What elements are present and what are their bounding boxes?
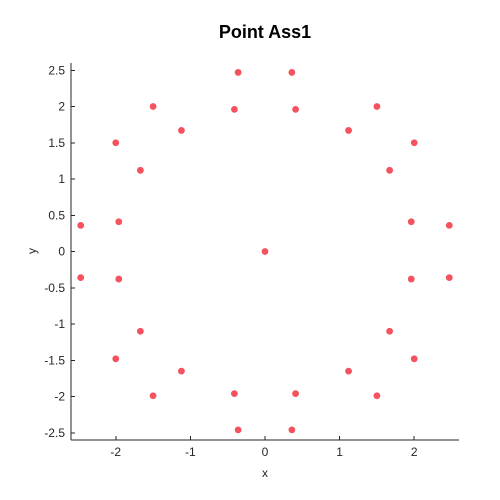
scatter-point xyxy=(149,392,157,400)
scatter-point xyxy=(386,166,394,174)
scatter-point xyxy=(115,275,123,283)
scatter-point xyxy=(386,327,394,335)
x-tick-label: 2 xyxy=(411,445,418,459)
scatter-point xyxy=(136,327,144,335)
x-tick-label: 0 xyxy=(262,445,269,459)
scatter-point xyxy=(410,139,418,147)
axes: -2 -1 0 1 2 2.5 2 1.5 1 0.5 0 -0.5 -1 -1.5 -2 -2.5 xyxy=(44,63,459,459)
chart-title: Point Ass1 xyxy=(219,22,311,42)
scatter-point xyxy=(410,355,418,363)
y-tick-label: 1 xyxy=(58,172,65,186)
scatter-point xyxy=(445,222,453,229)
y-axis-label: y xyxy=(25,248,39,254)
scatter-point xyxy=(373,103,381,110)
scatter-point xyxy=(112,139,120,147)
x-tick-label: -2 xyxy=(110,445,121,459)
y-tick-label: -2 xyxy=(54,390,65,404)
scatter-point xyxy=(407,275,415,283)
x-tick-label: -1 xyxy=(185,445,196,459)
scatter-point xyxy=(178,367,185,375)
scatter-point xyxy=(77,222,85,229)
y-tick-label: 2.5 xyxy=(48,63,65,77)
scatter-point xyxy=(149,103,157,110)
y-tick-label: -2.5 xyxy=(44,426,65,440)
data-points xyxy=(77,69,453,434)
x-axis-label: x xyxy=(262,466,268,480)
scatter-point xyxy=(407,218,415,226)
scatter-point xyxy=(345,367,352,375)
y-tick-label: -1.5 xyxy=(44,353,65,367)
scatter-point xyxy=(345,127,352,134)
y-tick-label: 0.5 xyxy=(48,208,65,222)
y-tick-label: -0.5 xyxy=(44,281,65,295)
scatter-point xyxy=(231,390,238,397)
scatter-point xyxy=(115,218,123,226)
scatter-point xyxy=(77,274,85,281)
x-ticks: -2 -1 0 1 2 xyxy=(110,436,418,459)
scatter-point xyxy=(234,69,242,76)
y-tick-label: -1 xyxy=(54,317,65,331)
scatter-point xyxy=(288,426,296,434)
scatter-point xyxy=(292,390,299,397)
y-tick-label: 1.5 xyxy=(48,136,65,150)
x-tick-label: 1 xyxy=(336,445,343,459)
scatter-point xyxy=(231,106,238,113)
scatter-point xyxy=(178,127,185,134)
scatter-point xyxy=(136,166,144,174)
y-tick-label: 0 xyxy=(58,245,65,259)
scatter-point xyxy=(112,355,120,363)
scatter-point xyxy=(288,69,296,76)
scatter-point xyxy=(261,248,269,255)
y-tick-label: 2 xyxy=(58,100,65,114)
scatter-point xyxy=(292,106,299,113)
scatter-point xyxy=(445,274,453,281)
y-ticks: 2.5 2 1.5 1 0.5 0 -0.5 -1 -1.5 -2 -2.5 xyxy=(44,63,75,440)
scatter-point xyxy=(373,392,381,400)
scatter-point xyxy=(234,426,242,434)
